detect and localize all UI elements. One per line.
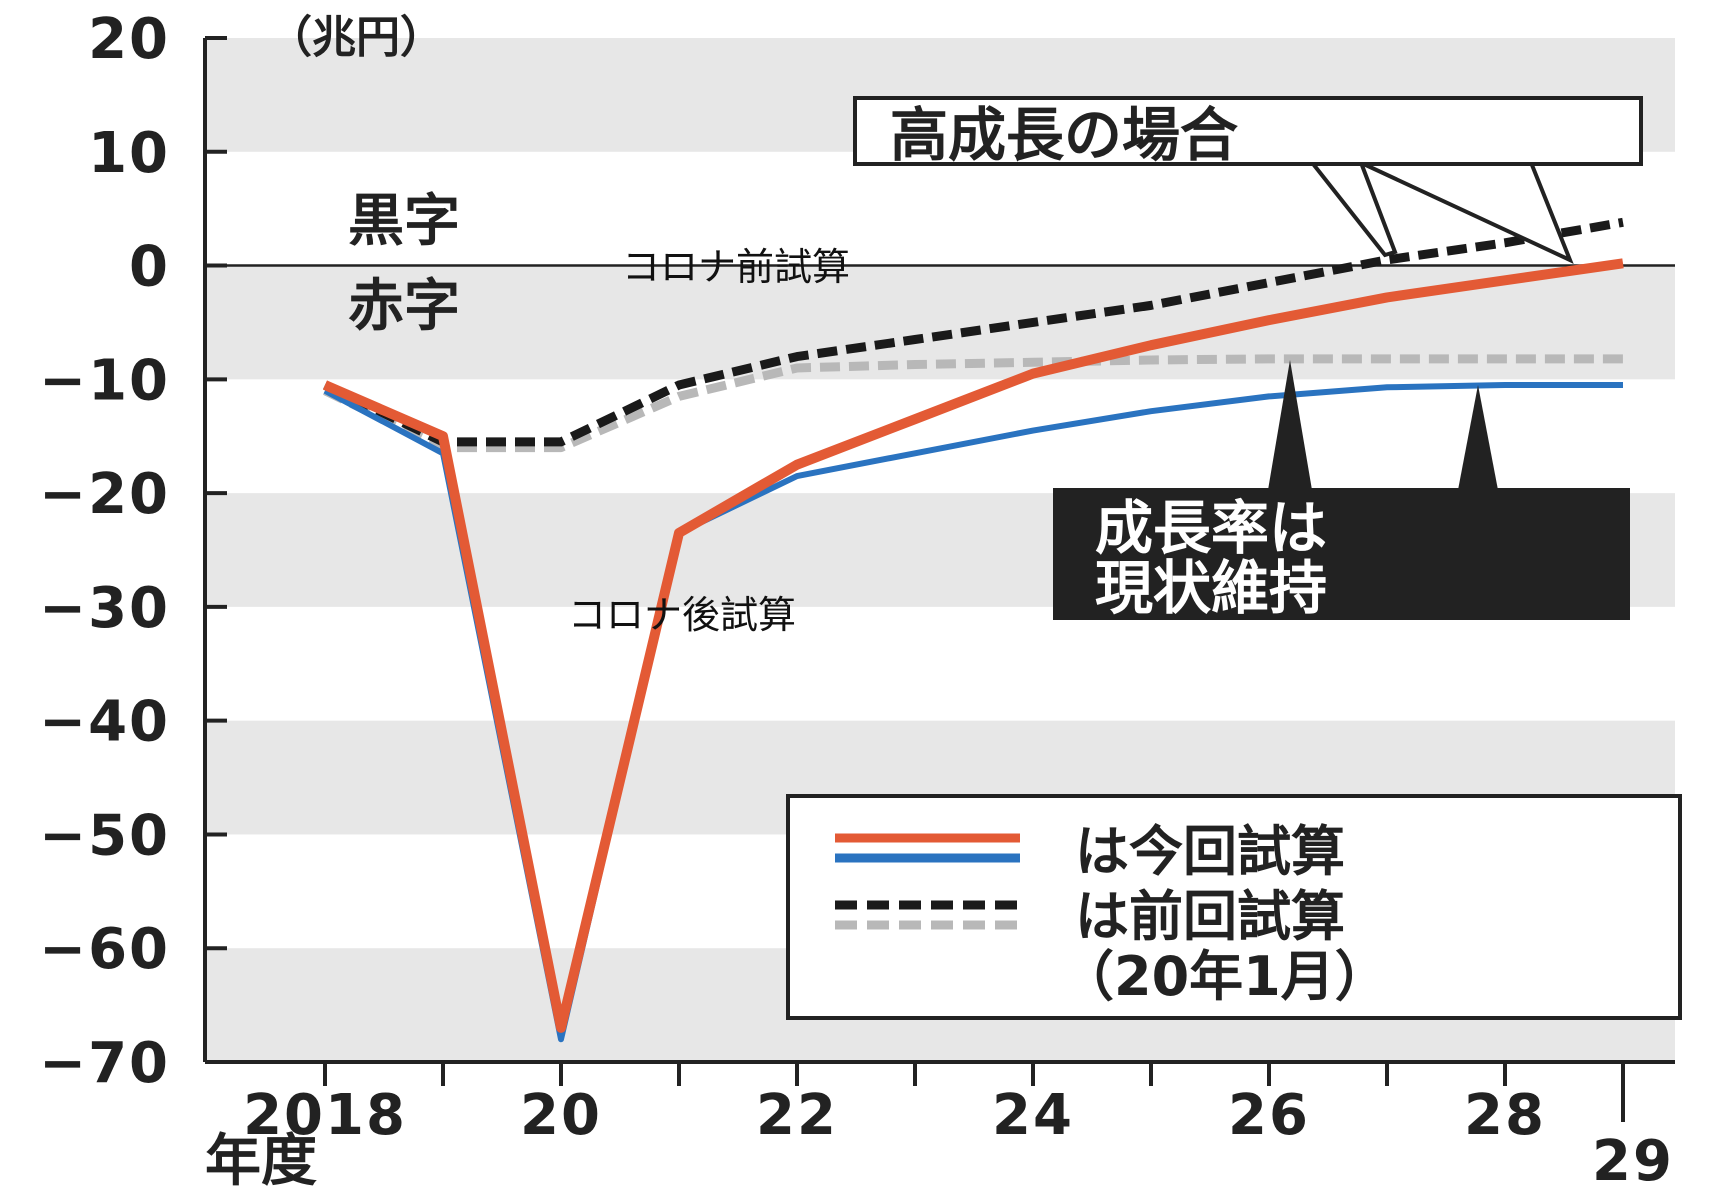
high-growth-pointer-1 [1308,158,1398,258]
x-tick-group: 2018 20 22 24 26 28 29 [243,1062,1674,1190]
y-tick-label: −30 [39,576,170,641]
y-tick-label: −60 [39,917,170,982]
high-growth-text: 高成長の場合 [890,101,1238,169]
post-covid-label: コロナ後試算 [568,593,796,637]
x-tick-label: 2018 [243,1083,407,1148]
y-unit-label: （兆円） [268,12,444,63]
pre-covid-label: コロナ前試算 [622,245,850,289]
y-tick-label: −10 [39,348,170,413]
status-quo-box [1053,488,1630,620]
x-tick-label: 26 [1228,1083,1310,1148]
y-tick-label: −20 [39,462,170,527]
y-tick-group: 20 10 0 −10 −20 −30 −40 −50 −60 −70 [39,7,227,1096]
high-growth-box [853,96,1643,166]
high-growth-pointer-2 [1354,158,1574,264]
x-tick-label: 24 [992,1083,1074,1148]
status-quo-pointer-2 [1458,385,1498,490]
y-tick-label: −40 [39,690,170,755]
series-line-prev-base [323,354,1623,453]
series-group [323,217,1624,1043]
y-tick-label: 10 [88,121,170,186]
legend-previous-label: は前回試算 [1075,885,1345,948]
deficit-label: 赤字 [348,274,460,339]
x-tick-label: 22 [756,1083,838,1148]
x-axis-label: 年度 [205,1129,317,1190]
x-tick-label: 20 [520,1083,602,1148]
status-quo-line1: 成長率は [1095,494,1327,562]
series-line-prev-high [323,217,1624,447]
status-quo-line2: 現状維持 [1095,554,1327,622]
status-quo-pointer-1 [1268,360,1312,490]
y-tick-label: 0 [129,235,170,300]
y-tick-label: −50 [39,803,170,868]
y-tick-label: 20 [88,7,170,72]
high-growth-callout: 高成長の場合 [853,96,1643,264]
series-line-current-high [323,258,1624,1033]
surplus-label: 黒字 [348,189,460,254]
status-quo-callout: 成長率は 現状維持 [1053,360,1630,622]
x-tick-label: 29 [1592,1129,1674,1190]
legend-previous-date: （20年1月） [1060,945,1389,1008]
x-tick-label: 28 [1464,1083,1546,1148]
legend: は今回試算 は前回試算 （20年1月） [786,794,1682,1020]
legend-current-label: は今回試算 [1075,820,1345,883]
y-tick-label: −70 [39,1031,170,1096]
